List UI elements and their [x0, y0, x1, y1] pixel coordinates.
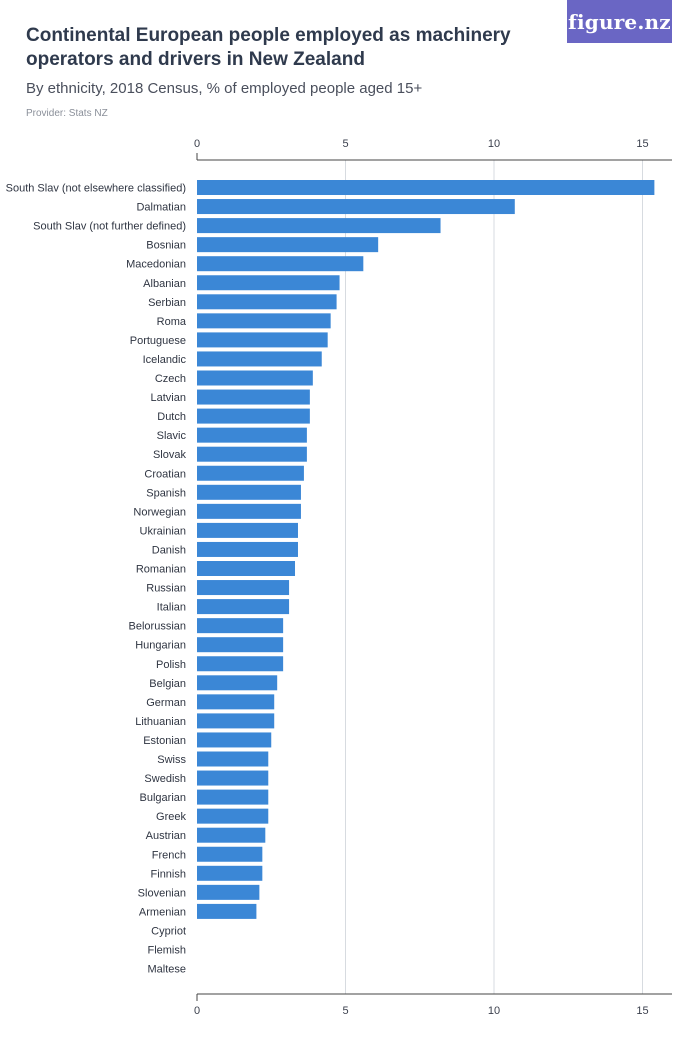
category-label-south-slav-not-further-defined: South Slav (not further defined)	[33, 221, 186, 233]
category-label-norwegian: Norwegian	[133, 506, 186, 518]
category-label-spanish: Spanish	[146, 487, 186, 499]
x-tick-bottom-5: 5	[342, 1005, 348, 1017]
bar-roma	[197, 313, 331, 329]
bar-bulgarian	[197, 789, 269, 805]
bar-finnish	[197, 865, 263, 881]
bar-serbian	[197, 294, 337, 310]
bar-latvian	[197, 389, 310, 405]
x-tick-bottom-10: 10	[488, 1005, 500, 1017]
category-label-danish: Danish	[152, 544, 186, 556]
x-tick-top-5: 5	[342, 138, 348, 150]
category-label-hungarian: Hungarian	[135, 640, 186, 652]
category-label-russian: Russian	[146, 583, 186, 595]
bar-portuguese	[197, 332, 328, 348]
category-label-icelandic: Icelandic	[143, 354, 187, 366]
bars	[197, 180, 655, 919]
x-tick-top-10: 10	[488, 138, 500, 150]
bar-south-slav-not-elsewhere-classified	[197, 180, 655, 195]
bar-dalmatian	[197, 199, 515, 215]
axes: 0 0 5 5 10 10 15 15	[194, 138, 672, 1017]
category-label-belorussian: Belorussian	[129, 621, 186, 633]
bar-polish	[197, 656, 284, 672]
category-label-roma: Roma	[157, 316, 187, 328]
category-label-dalmatian: Dalmatian	[136, 202, 186, 214]
bar-spanish	[197, 484, 301, 500]
bar-russian	[197, 580, 290, 596]
bar-macedonian	[197, 256, 364, 272]
x-tick-bottom-15: 15	[636, 1005, 648, 1017]
category-label-ukrainian: Ukrainian	[140, 525, 186, 537]
category-label-swedish: Swedish	[144, 773, 186, 785]
category-label-south-slav-not-elsewhere-classified: South Slav (not elsewhere classified)	[6, 183, 186, 195]
category-label-polish: Polish	[156, 659, 186, 671]
category-label-latvian: Latvian	[151, 392, 186, 404]
category-label-finnish: Finnish	[151, 868, 186, 880]
category-label-belgian: Belgian	[149, 678, 186, 690]
category-label-french: French	[152, 849, 186, 861]
category-label-slavic: Slavic	[157, 430, 187, 442]
category-label-estonian: Estonian	[143, 735, 186, 747]
bar-south-slav-not-further-defined	[197, 218, 441, 234]
category-label-austrian: Austrian	[146, 830, 186, 842]
bar-slovenian	[197, 884, 260, 900]
bar-slovak	[197, 446, 307, 462]
bar-belorussian	[197, 618, 284, 634]
bar-ukrainian	[197, 522, 298, 538]
bar-croatian	[197, 465, 304, 481]
bar-danish	[197, 541, 298, 557]
x-tick-top-15: 15	[636, 138, 648, 150]
category-label-german: German	[146, 697, 186, 709]
bar-austrian	[197, 827, 266, 843]
category-label-lithuanian: Lithuanian	[135, 716, 186, 728]
category-label-slovak: Slovak	[153, 449, 187, 461]
bar-czech	[197, 370, 313, 386]
category-label-macedonian: Macedonian	[126, 259, 186, 271]
category-label-dutch: Dutch	[157, 411, 186, 423]
category-label-albanian: Albanian	[143, 278, 186, 290]
category-label-flemish: Flemish	[147, 945, 186, 957]
bar-swiss	[197, 751, 269, 767]
bar-hungarian	[197, 637, 284, 653]
bar-armenian	[197, 903, 257, 919]
category-label-armenian: Armenian	[139, 906, 186, 918]
category-label-portuguese: Portuguese	[130, 335, 186, 347]
data-provider: Provider: Stats NZ	[26, 108, 108, 119]
category-label-slovenian: Slovenian	[138, 887, 186, 899]
bar-dutch	[197, 408, 310, 424]
category-label-greek: Greek	[156, 811, 186, 823]
x-tick-bottom-0: 0	[194, 1005, 200, 1017]
bar-norwegian	[197, 503, 301, 519]
category-label-bulgarian: Bulgarian	[140, 792, 186, 804]
category-label-cypriot: Cypriot	[151, 925, 186, 937]
bar-slavic	[197, 427, 307, 443]
category-labels: South Slav (not elsewhere classified) Dal…	[6, 183, 187, 976]
category-label-maltese: Maltese	[147, 964, 186, 976]
gridlines	[345, 160, 643, 994]
x-tick-top-0: 0	[194, 138, 200, 150]
category-label-romanian: Romanian	[136, 564, 186, 576]
bar-french	[197, 846, 263, 862]
bar-estonian	[197, 732, 272, 748]
category-label-swiss: Swiss	[157, 754, 186, 766]
bar-greek	[197, 808, 269, 824]
bar-bosnian	[197, 237, 379, 253]
bar-romanian	[197, 561, 296, 576]
category-label-croatian: Croatian	[144, 468, 186, 480]
category-label-czech: Czech	[155, 373, 186, 385]
bar-lithuanian	[197, 713, 275, 729]
chart-subtitle: By ethnicity, 2018 Census, % of employed…	[26, 80, 423, 97]
bar-german	[197, 694, 275, 710]
category-label-italian: Italian	[157, 602, 186, 614]
category-label-serbian: Serbian	[148, 297, 186, 309]
chart-title: Continental European people employed as …	[26, 25, 511, 70]
bar-belgian	[197, 675, 278, 691]
figure-nz-logo[interactable]: figure.nz	[567, 0, 672, 43]
bar-icelandic	[197, 351, 322, 367]
bar-italian	[197, 599, 290, 615]
bar-swedish	[197, 770, 269, 786]
bar-albanian	[197, 275, 340, 291]
category-label-bosnian: Bosnian	[146, 240, 186, 252]
